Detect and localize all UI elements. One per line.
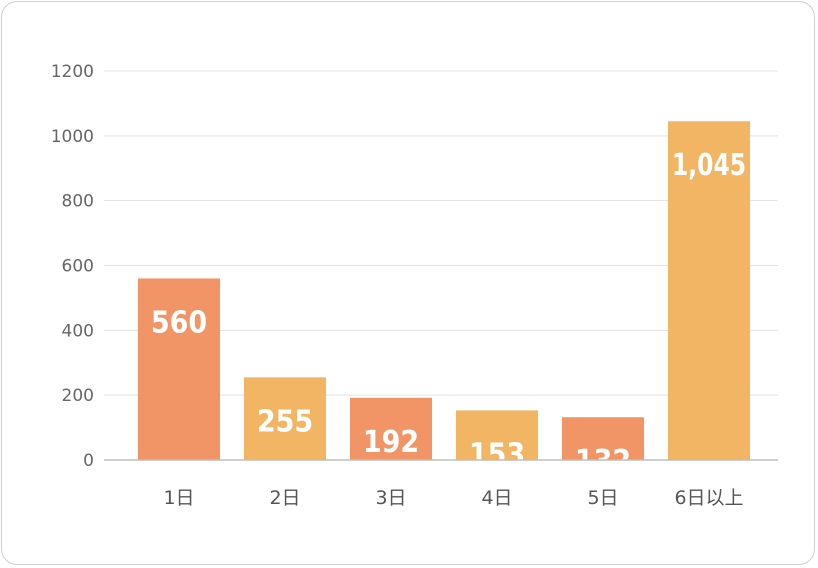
x-tick-label: 1日 bbox=[163, 487, 194, 509]
bar-5 bbox=[562, 417, 644, 460]
x-tick-label: 6日以上 bbox=[674, 487, 743, 509]
y-tick-label: 800 bbox=[62, 192, 94, 212]
data-label: 1,045 bbox=[672, 148, 746, 183]
x-tick-label: 5日 bbox=[587, 487, 618, 509]
data-label: 255 bbox=[257, 404, 313, 439]
bar-4 bbox=[456, 410, 538, 460]
data-label: 132 bbox=[575, 444, 631, 479]
x-tick-label: 3日 bbox=[375, 487, 406, 509]
x-tick-label: 2日 bbox=[269, 487, 300, 509]
x-tick-label: 4日 bbox=[481, 487, 512, 509]
y-tick-label: 1200 bbox=[51, 62, 94, 82]
y-tick-label: 0 bbox=[83, 451, 94, 471]
bars bbox=[138, 121, 750, 460]
bar-3 bbox=[350, 397, 432, 460]
y-tick-label: 1000 bbox=[51, 127, 94, 147]
x-axis-tick-labels: 1日 2日 3日 4日 5日 6日以上 bbox=[163, 487, 743, 509]
data-label: 192 bbox=[363, 425, 419, 460]
data-labels: 560 255 192 153 132 1,045 bbox=[151, 148, 746, 479]
y-tick-label: 600 bbox=[62, 257, 94, 277]
bar-2 bbox=[244, 377, 326, 460]
data-label: 153 bbox=[469, 437, 525, 472]
bar-6 bbox=[668, 121, 750, 460]
y-tick-label: 400 bbox=[62, 321, 94, 341]
data-label: 560 bbox=[151, 305, 207, 340]
y-tick-label: 200 bbox=[62, 386, 94, 406]
bar-1 bbox=[138, 278, 220, 460]
y-axis-tick-labels: 0 200 400 600 800 1000 1200 bbox=[51, 62, 94, 471]
